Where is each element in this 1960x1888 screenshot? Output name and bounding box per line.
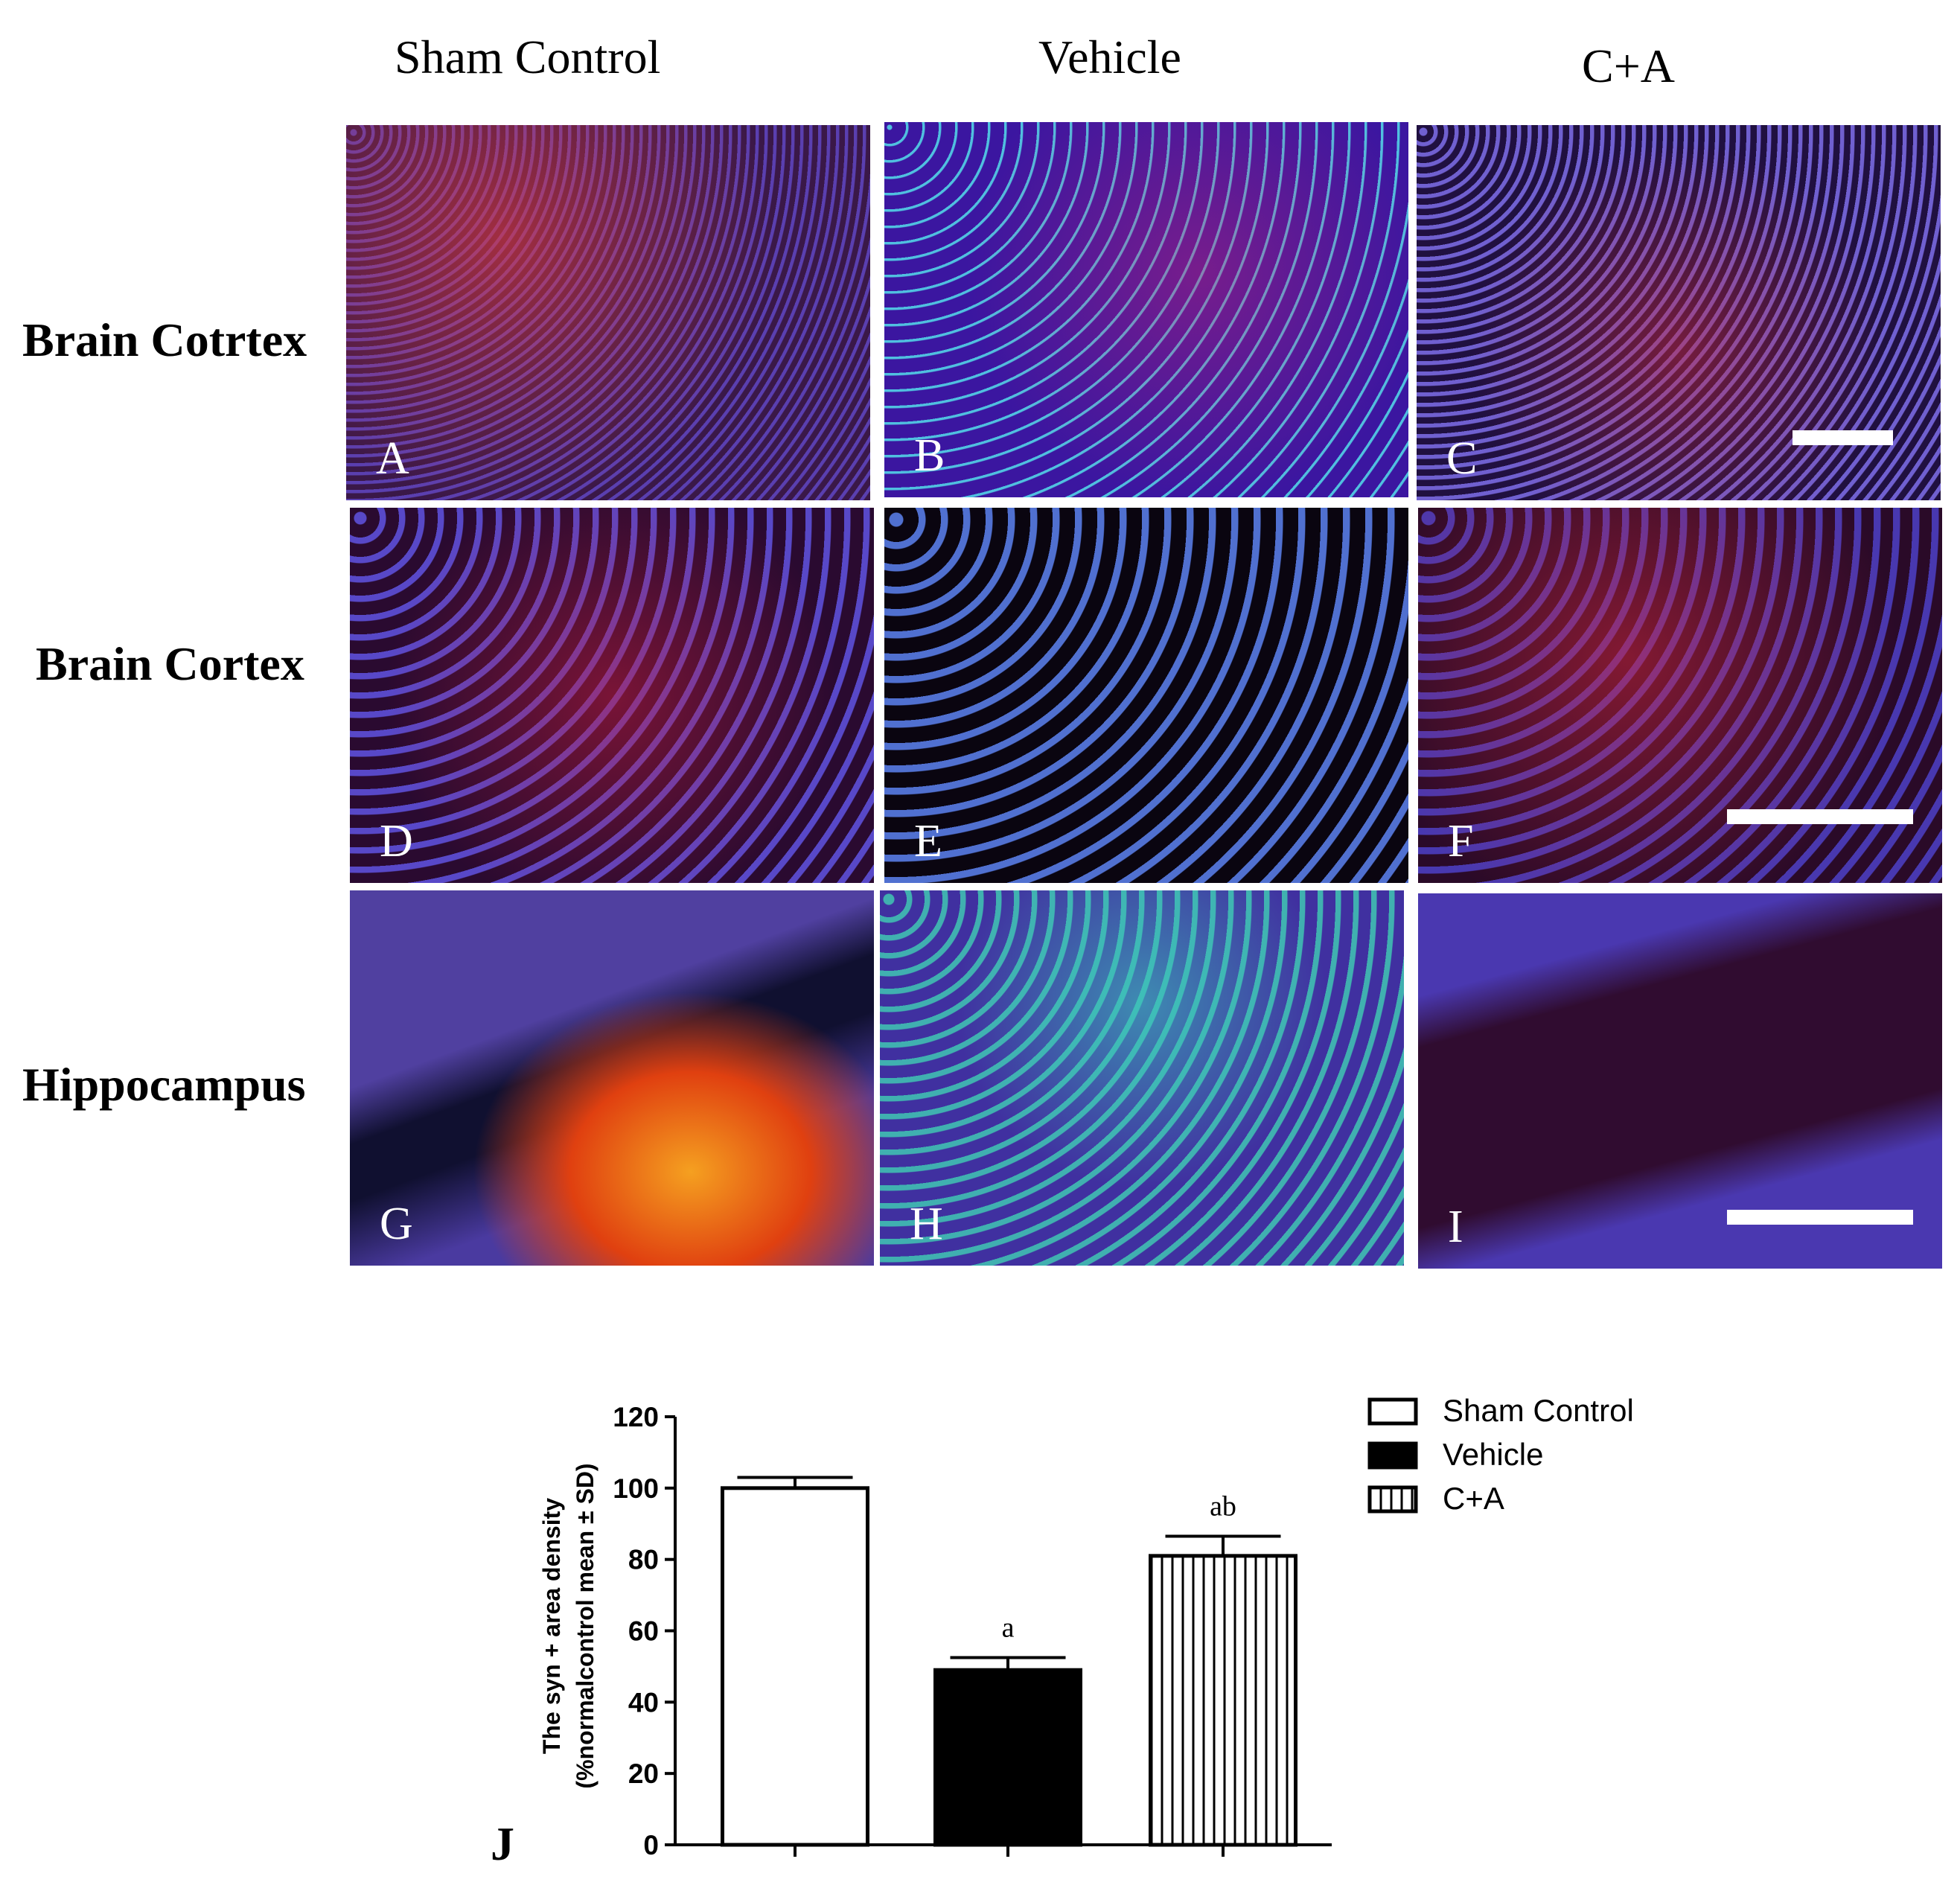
panel-letter: A [376, 433, 409, 484]
y-tick-label: 120 [613, 1402, 659, 1432]
panel-letter: D [380, 816, 413, 867]
micrograph: C [1417, 125, 1941, 500]
scale-bar [1793, 430, 1893, 445]
micrograph: I [1418, 893, 1942, 1269]
row-label: Hippocampus [22, 1058, 306, 1111]
micrograph: H [880, 890, 1404, 1266]
row-label: Brain Cortex [36, 637, 304, 690]
y-tick-label: 100 [613, 1473, 659, 1504]
bar [933, 1668, 1082, 1847]
micrograph: D [350, 508, 874, 883]
y-tick-label: 80 [628, 1545, 659, 1575]
significance-label: ab [1210, 1491, 1236, 1522]
y-tick-label: 40 [628, 1687, 659, 1718]
legend-swatch [1367, 1485, 1418, 1514]
row-label: Brain Cotrtex [22, 313, 307, 366]
micrograph: B [884, 122, 1408, 497]
legend-swatch [1367, 1441, 1418, 1470]
bar [721, 1486, 869, 1847]
y-tick-label: 60 [628, 1616, 659, 1647]
column-header: C+A [1582, 39, 1675, 92]
legend-swatch [1367, 1397, 1418, 1426]
panel-letter: E [914, 816, 942, 867]
micrograph: E [884, 508, 1408, 883]
micrograph: G [350, 890, 874, 1266]
legend-label: C+A [1443, 1481, 1504, 1516]
y-tick-label: 0 [643, 1830, 659, 1860]
y-tick-label: 20 [628, 1758, 659, 1789]
micrograph: A [346, 125, 870, 500]
scale-bar [1727, 809, 1913, 824]
scale-bar [1727, 1210, 1913, 1225]
legend-label: Vehicle [1443, 1437, 1543, 1472]
column-header: Vehicle [1038, 31, 1181, 83]
significance-label: a [1002, 1612, 1015, 1643]
panel-letter: I [1448, 1202, 1463, 1252]
panel-letter: J [491, 1817, 514, 1870]
panel-letter: B [914, 430, 945, 481]
panel-letter: G [380, 1199, 413, 1249]
y-axis-label: (%normalcontrol mean ± SD) [572, 1463, 598, 1788]
bar [1149, 1554, 1297, 1847]
legend-label: Sham Control [1443, 1393, 1634, 1428]
panel-letter: C [1446, 433, 1478, 484]
micrograph: F [1418, 508, 1942, 883]
panel-letter: F [1448, 816, 1474, 867]
column-header: Sham Control [395, 31, 661, 83]
panel-letter: H [910, 1199, 943, 1249]
y-axis-label: The syn + area density [538, 1498, 565, 1754]
